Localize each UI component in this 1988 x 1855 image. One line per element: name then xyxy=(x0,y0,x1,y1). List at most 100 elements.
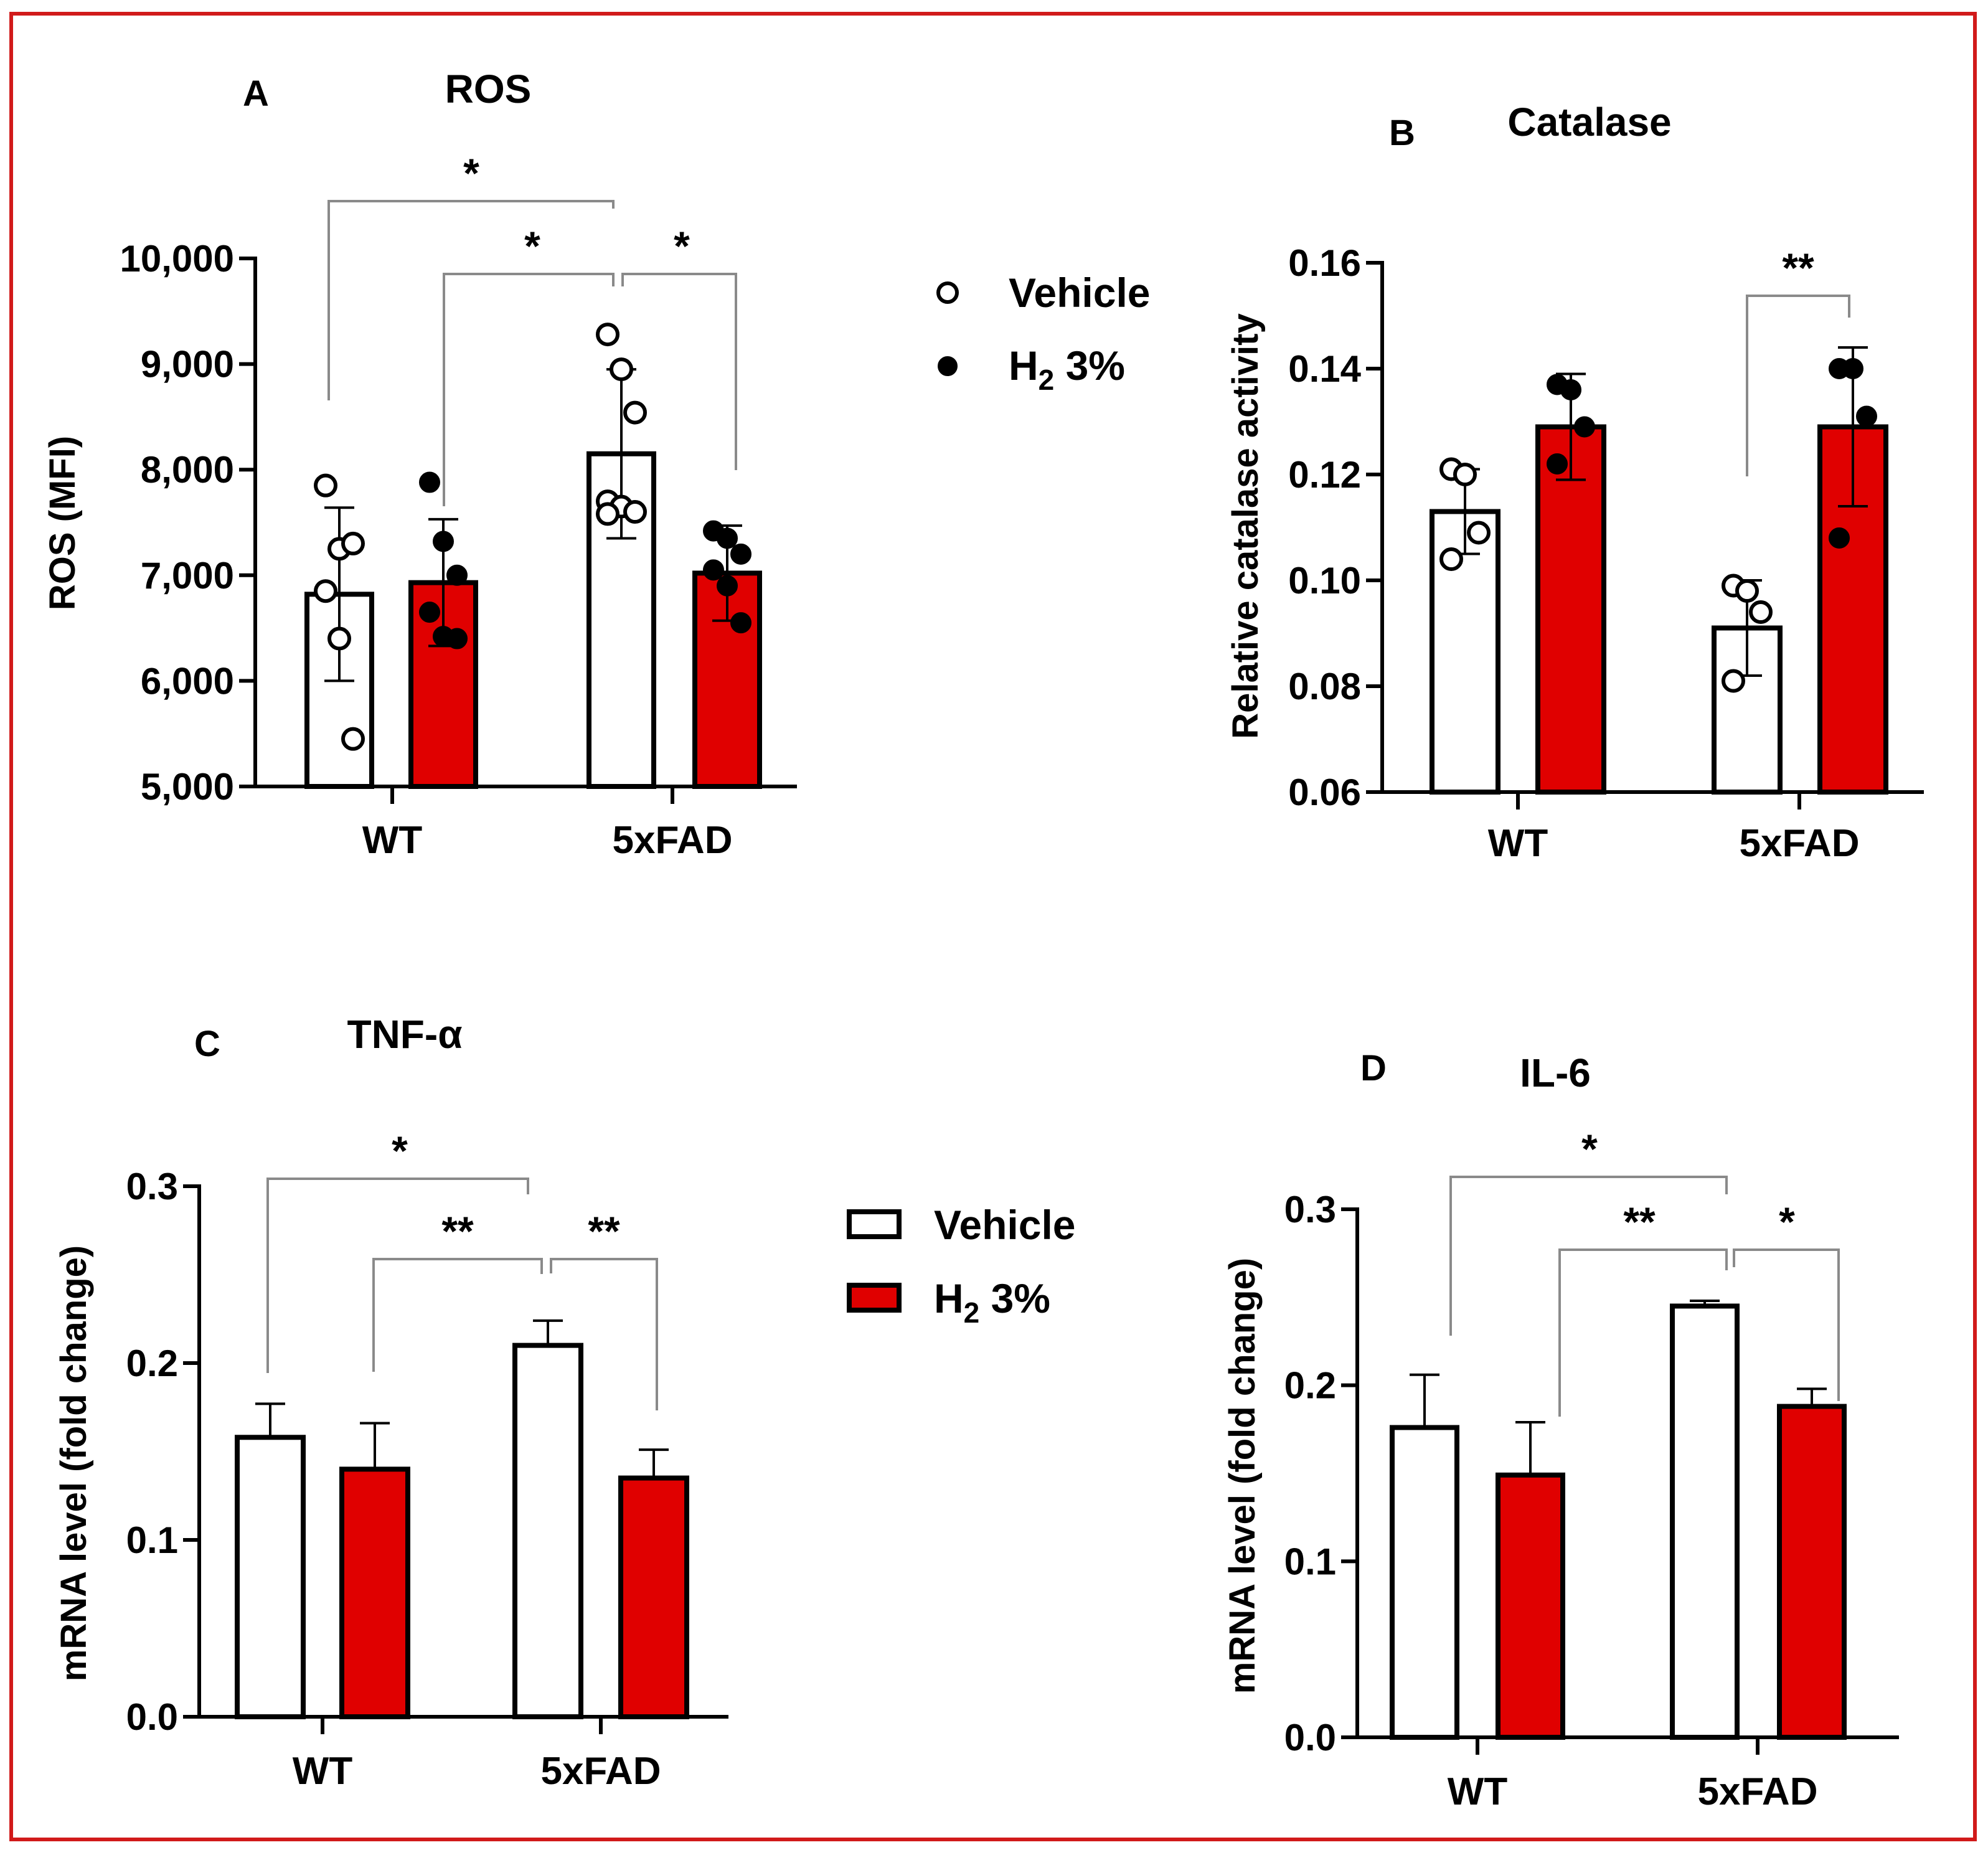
panel-A: A ROS ROS (MFI) 5,000 6,000 7,000 8,000 9,000 10… xyxy=(42,67,797,862)
data-point-h2 xyxy=(1842,358,1863,379)
legend-h2-label-sub: 2 xyxy=(1039,364,1055,396)
legend-h2-label-sub: 2 xyxy=(964,1296,980,1329)
y-tick-label: 0.3 xyxy=(1284,1189,1336,1230)
significance-label: * xyxy=(392,1128,408,1174)
y-tick-label: 0.2 xyxy=(1284,1365,1336,1407)
significance-bracket xyxy=(266,1178,529,1373)
data-point-vehicle xyxy=(341,727,365,751)
significance-bracket xyxy=(372,1258,543,1372)
data-point-h2 xyxy=(1829,527,1850,549)
y-axis-label: Relative catalase activity xyxy=(1225,313,1266,739)
y-tick-label: 0.14 xyxy=(1288,348,1361,390)
legend-bottom: Vehicle H2 3% xyxy=(847,1202,1076,1329)
significance-label: ** xyxy=(1782,245,1814,291)
y-tick-label: 0.0 xyxy=(1284,1717,1336,1758)
panel-letter: D xyxy=(1360,1048,1387,1088)
y-tick-label: 0.0 xyxy=(126,1696,178,1738)
legend-vehicle-open-circle-icon xyxy=(936,281,959,304)
data-point-vehicle xyxy=(1439,547,1463,571)
figure-border xyxy=(9,12,1977,1841)
data-point-vehicle xyxy=(623,400,647,425)
bar-vehicle-5xFAD xyxy=(512,1343,583,1720)
bar-h2-5xFAD xyxy=(1777,1404,1847,1740)
legend-h2-square-icon xyxy=(847,1283,902,1313)
data-point-vehicle xyxy=(596,323,619,347)
x-tick-label: 5xFAD xyxy=(1740,822,1860,865)
significance-label: ** xyxy=(441,1208,474,1254)
data-point-h2 xyxy=(446,628,468,649)
data-point-h2 xyxy=(419,602,440,623)
panel-letter: B xyxy=(1389,113,1415,153)
data-point-vehicle xyxy=(1467,521,1491,545)
legend-vehicle-label: Vehicle xyxy=(934,1202,1076,1248)
data-point-vehicle xyxy=(623,500,647,524)
bar-h2-WT xyxy=(339,1466,410,1719)
significance-label: * xyxy=(1581,1126,1598,1172)
y-tick-label: 0.1 xyxy=(126,1519,178,1561)
x-tick-label: 5xFAD xyxy=(541,1750,661,1793)
y-tick-label: 8,000 xyxy=(141,449,234,491)
y-tick-label: 6,000 xyxy=(141,660,234,702)
legend-h2-label-main: H xyxy=(934,1275,964,1321)
panel-B: B Catalase Relative catalase activity 0.06 0… xyxy=(1225,100,1924,865)
data-point-h2 xyxy=(717,527,738,549)
data-point-h2 xyxy=(1856,405,1877,427)
bar-h2-WT xyxy=(1535,424,1606,795)
significance-label: ** xyxy=(1623,1199,1656,1245)
data-point-h2 xyxy=(730,612,751,634)
y-axis-label: mRNA level (fold change) xyxy=(54,1245,94,1681)
x-tick-label: WT xyxy=(1448,1770,1508,1813)
bar-h2-WT xyxy=(1496,1472,1565,1740)
legend-h2-filled-circle-icon xyxy=(938,356,958,376)
significance-label: * xyxy=(1779,1199,1795,1245)
x-tick-label: WT xyxy=(362,819,423,862)
significance-label: * xyxy=(524,223,540,269)
data-point-vehicle xyxy=(1749,600,1773,624)
data-point-vehicle xyxy=(327,626,351,651)
significance-bracket xyxy=(621,273,737,470)
significance-bracket xyxy=(1558,1248,1728,1417)
y-axis-label: mRNA level (fold change) xyxy=(1222,1258,1263,1694)
data-point-h2 xyxy=(419,471,440,493)
data-point-h2 xyxy=(1574,416,1595,438)
significance-label: ** xyxy=(588,1208,620,1254)
legend-h2-label-main: H xyxy=(1009,342,1039,389)
legend-h2-label: H2 3% xyxy=(1009,342,1125,396)
data-point-h2 xyxy=(730,543,751,565)
data-point-vehicle xyxy=(341,531,365,555)
significance-bracket xyxy=(550,1258,658,1410)
data-point-h2 xyxy=(433,531,454,552)
y-tick-label: 10,000 xyxy=(120,238,234,280)
significance-label: * xyxy=(674,223,690,269)
panel-title: TNF-α xyxy=(347,1012,462,1057)
y-tick-label: 7,000 xyxy=(141,555,234,597)
y-tick-label: 0.12 xyxy=(1288,454,1361,496)
y-tick-label: 0.3 xyxy=(126,1166,178,1207)
data-point-vehicle xyxy=(1453,463,1477,486)
data-point-vehicle xyxy=(1735,579,1759,603)
y-tick-label: 9,000 xyxy=(141,344,234,385)
x-tick-label: 5xFAD xyxy=(1698,1770,1818,1813)
data-point-h2 xyxy=(1547,453,1568,474)
data-point-vehicle xyxy=(314,579,337,603)
bar-vehicle-WT xyxy=(1390,1425,1459,1740)
y-axis-label: ROS (MFI) xyxy=(42,436,83,610)
significance-bracket xyxy=(1733,1248,1840,1401)
data-point-h2 xyxy=(717,575,738,597)
data-point-h2 xyxy=(1560,379,1581,400)
significance-bracket xyxy=(443,273,615,506)
data-point-h2 xyxy=(446,564,468,586)
significance-bracket xyxy=(1449,1176,1728,1336)
data-point-vehicle xyxy=(1722,669,1745,693)
y-tick-label: 0.2 xyxy=(126,1343,178,1384)
significance-bracket xyxy=(327,200,615,400)
y-tick-label: 0.08 xyxy=(1288,666,1361,707)
significance-label: * xyxy=(463,150,479,196)
data-point-vehicle xyxy=(314,473,337,498)
panel-title: Catalase xyxy=(1507,100,1671,144)
data-point-vehicle xyxy=(596,502,619,526)
chart-panels: A ROS ROS (MFI) 5,000 6,000 7,000 8,000 9,000 10… xyxy=(42,67,1924,1813)
panel-title: ROS xyxy=(445,67,532,111)
legend-h2-label-rest: 3% xyxy=(1054,342,1125,389)
